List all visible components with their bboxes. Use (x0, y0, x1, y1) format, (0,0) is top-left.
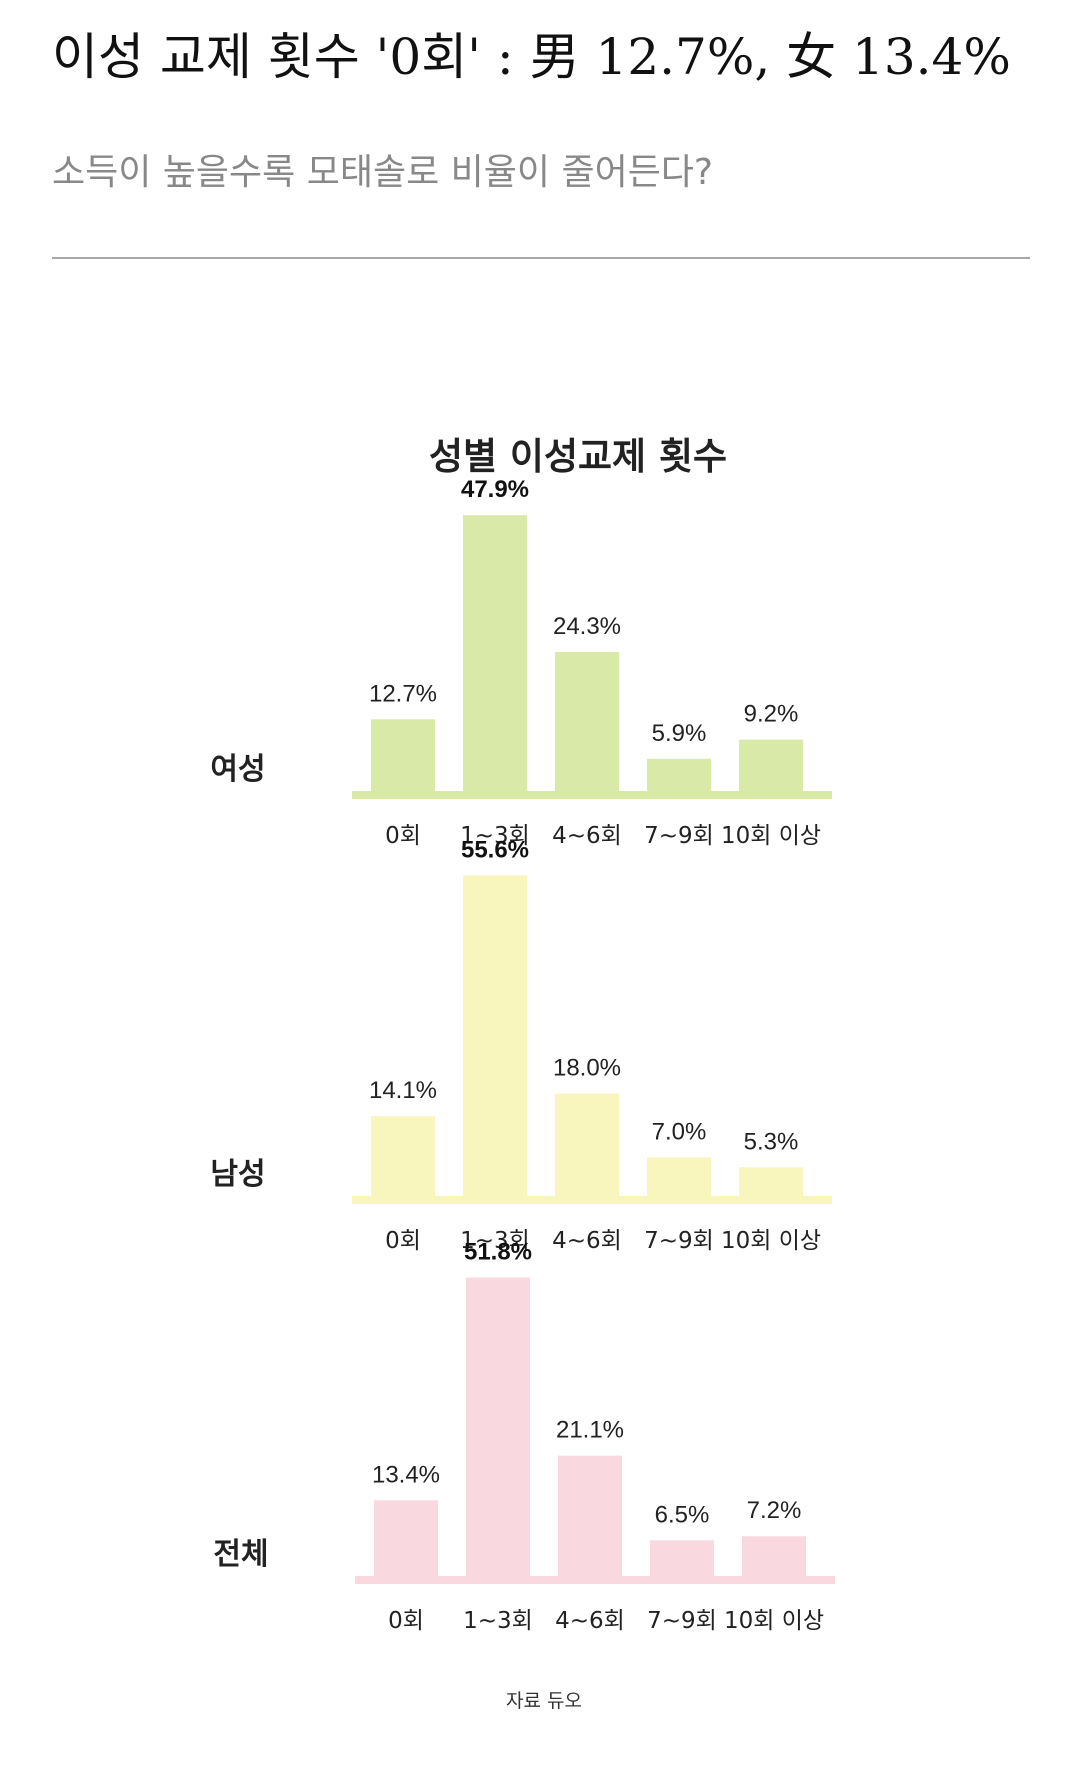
bar (555, 652, 619, 793)
category-label: 4~6회 (555, 1608, 625, 1634)
category-label: 4~6회 (552, 1228, 622, 1254)
bar (371, 719, 435, 793)
series-label: 여성 (210, 752, 265, 787)
bar (374, 1500, 438, 1578)
category-label: 4~6회 (552, 823, 622, 849)
data-label: 7.0% (652, 1118, 707, 1145)
divider (52, 257, 1030, 259)
bar (558, 1455, 622, 1578)
data-label: 55.6% (461, 837, 529, 864)
data-label: 51.8% (464, 1239, 532, 1266)
data-label: 6.5% (655, 1501, 710, 1528)
chart-panels: 여성 12.7% 0회 47.9% 1~3회 24.3% 4~6회 5.9% 7~9회 9.2% 1… (210, 476, 835, 1634)
article-headline: 이성 교제 횟수 '0회' : 男 12.7%, 女 13.4% (52, 28, 1011, 86)
category-label: 1~3회 (460, 1228, 530, 1254)
category-label: 7~9회 (647, 1608, 717, 1634)
category-label: 1~3회 (463, 1608, 533, 1634)
bar (463, 515, 527, 793)
axis-baseline (352, 1196, 832, 1204)
axis-baseline (355, 1576, 835, 1584)
category-label: 10회 이상 (721, 1228, 821, 1254)
chart-source: 자료 듀오 (506, 1690, 582, 1712)
bar (739, 739, 803, 793)
category-label: 7~9회 (644, 1228, 714, 1254)
chart-title: 성별 이성교제 횟수 (429, 435, 727, 478)
bar (739, 1167, 803, 1198)
category-label: 10회 이상 (721, 823, 821, 849)
data-label: 12.7% (369, 680, 437, 707)
bar (463, 875, 527, 1198)
bar (555, 1093, 619, 1198)
category-label: 1~3회 (460, 823, 530, 849)
bar (650, 1540, 714, 1578)
data-label: 7.2% (747, 1497, 802, 1524)
category-label: 0회 (385, 823, 421, 849)
bar (466, 1277, 530, 1578)
category-label: 7~9회 (644, 823, 714, 849)
data-label: 9.2% (744, 701, 799, 728)
bar (371, 1116, 435, 1198)
data-label: 21.1% (556, 1417, 624, 1444)
series-label: 전체 (213, 1537, 268, 1572)
bar (647, 758, 711, 793)
bar (742, 1536, 806, 1578)
data-label: 18.0% (553, 1055, 621, 1082)
data-label: 47.9% (461, 476, 529, 503)
axis-baseline (352, 791, 832, 799)
data-label: 24.3% (553, 613, 621, 640)
bar (647, 1157, 711, 1198)
data-label: 13.4% (372, 1461, 440, 1488)
category-label: 0회 (385, 1228, 421, 1254)
category-label: 10회 이상 (724, 1608, 824, 1634)
category-label: 0회 (388, 1608, 424, 1634)
data-label: 5.9% (652, 720, 707, 747)
data-label: 14.1% (369, 1077, 437, 1104)
article-subheadline: 소득이 높을수록 모태솔로 비율이 줄어든다? (52, 152, 714, 193)
data-label: 5.3% (744, 1128, 799, 1155)
series-label: 남성 (210, 1157, 265, 1192)
